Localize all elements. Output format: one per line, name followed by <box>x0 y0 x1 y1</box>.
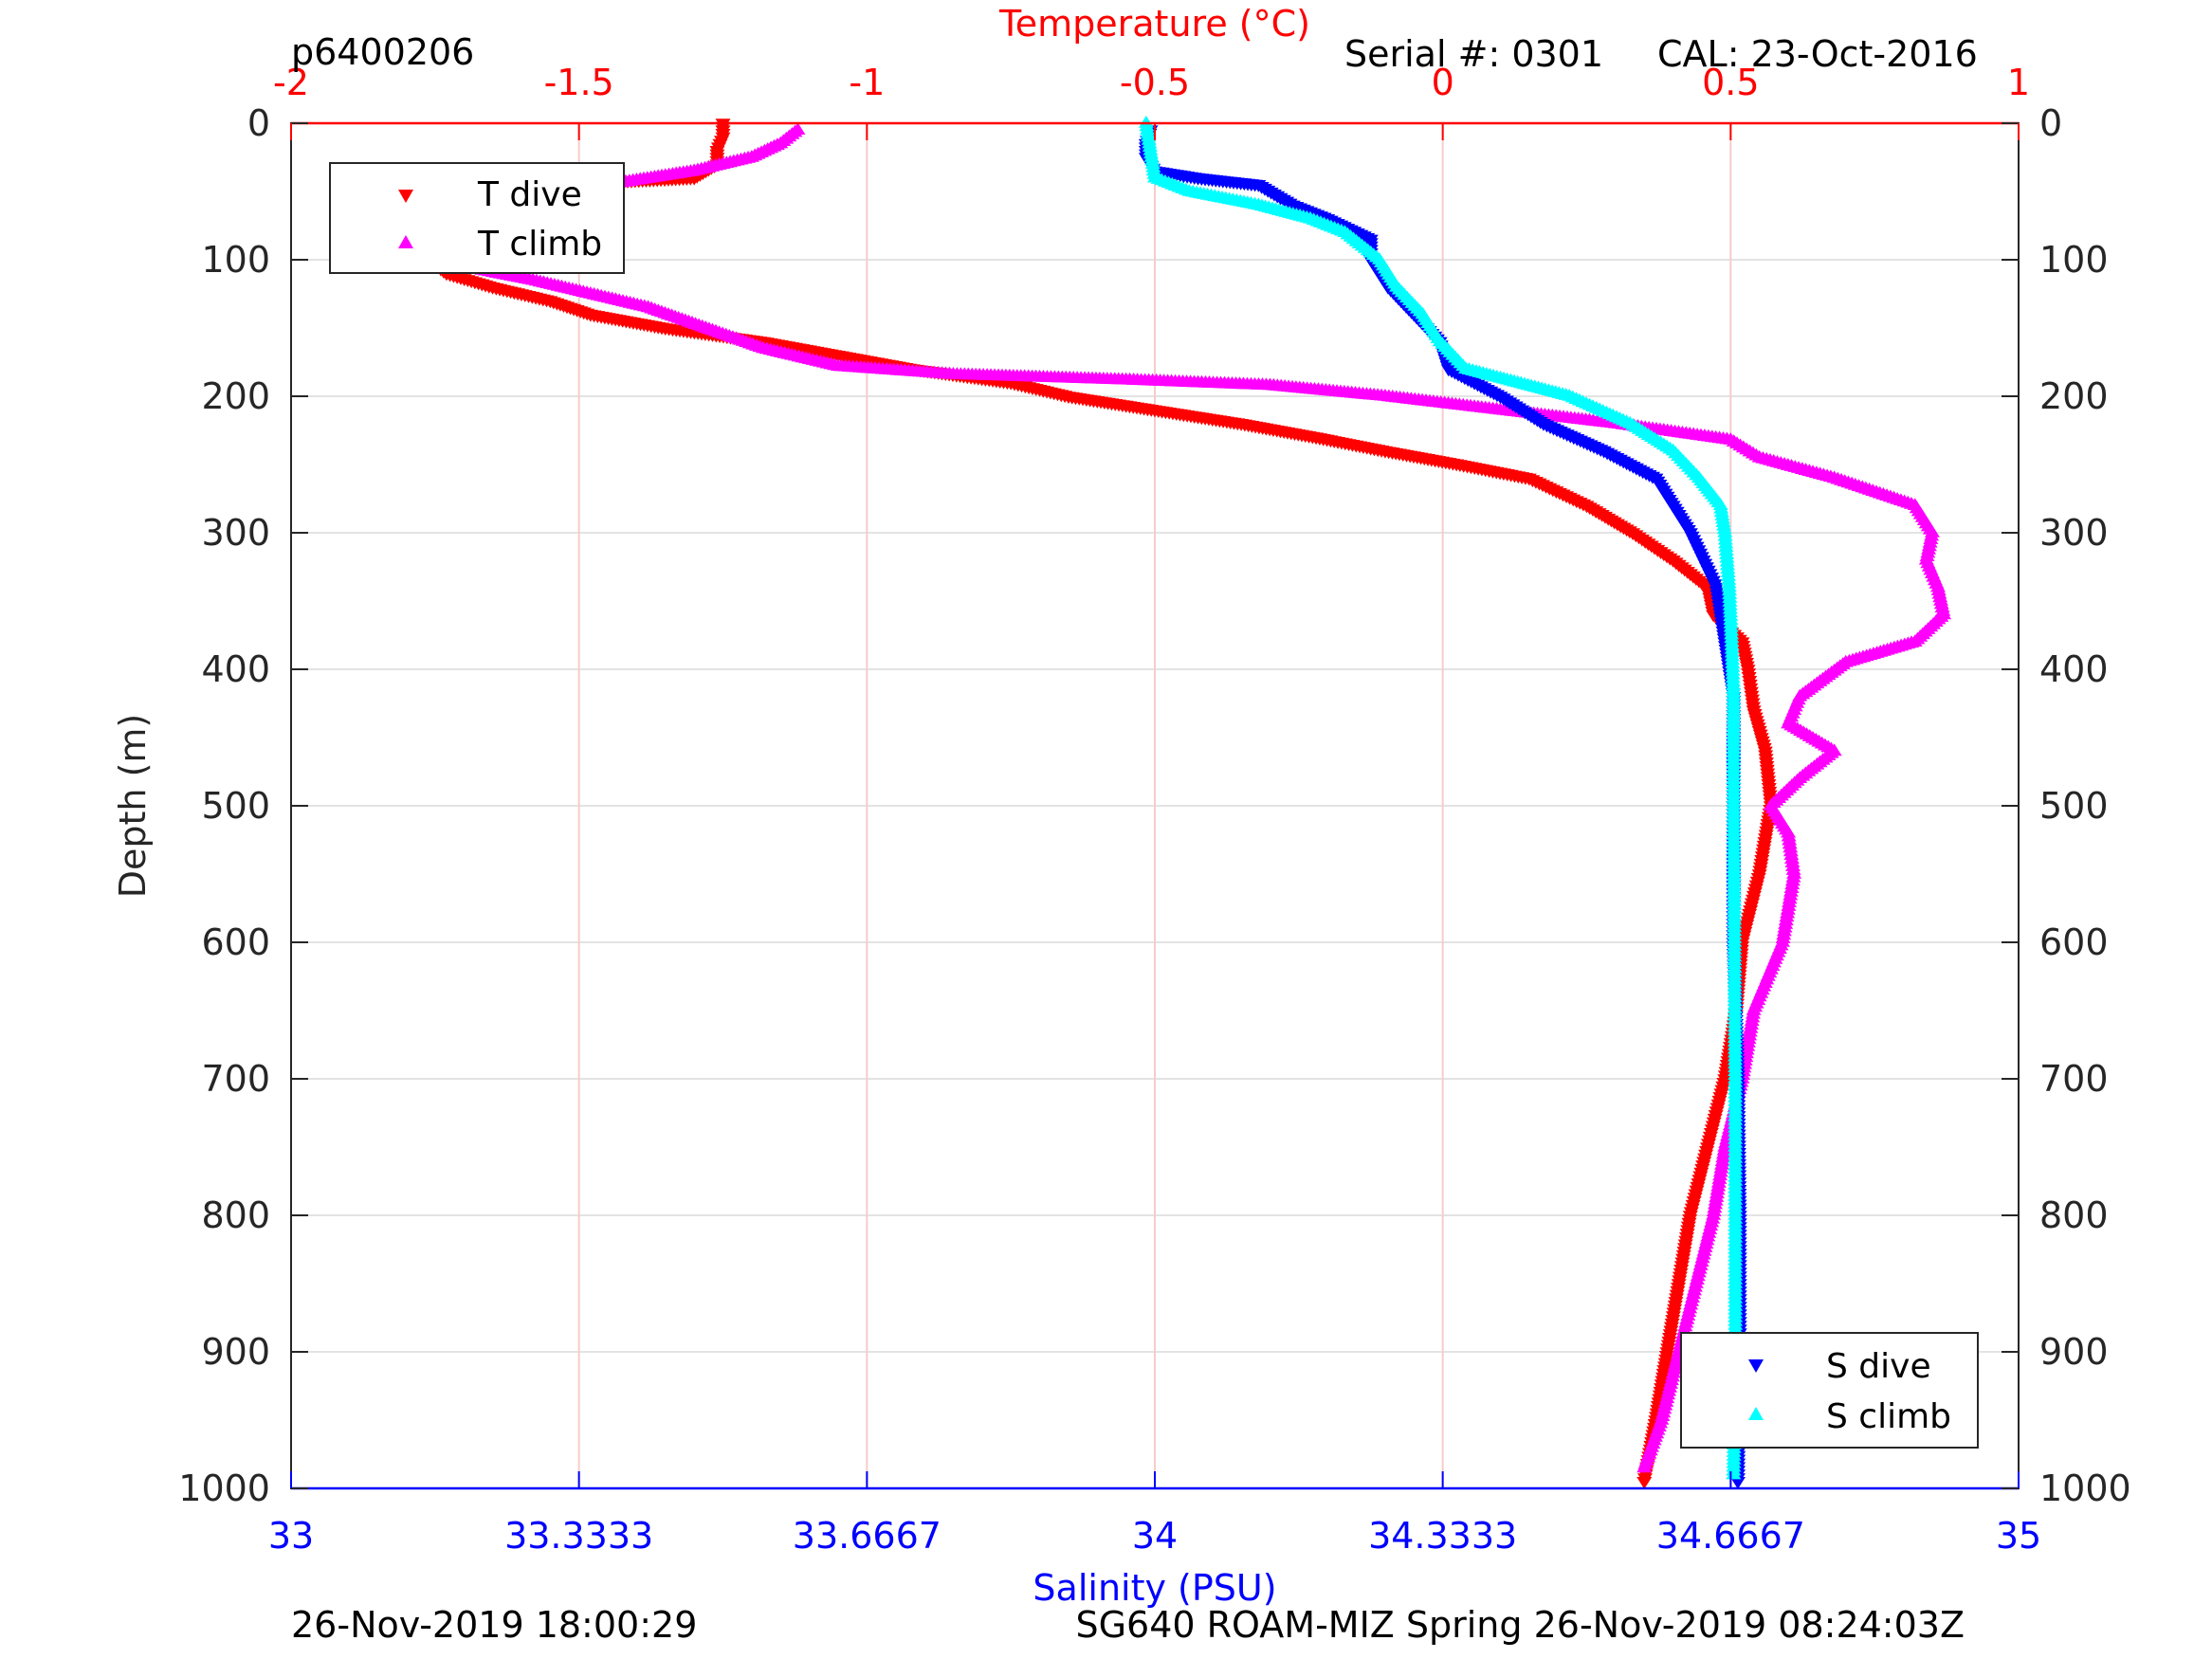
temperature-tick-label: 1 <box>2007 62 2030 103</box>
depth-axis-label: Depth (m) <box>112 714 154 899</box>
salinity-tick-label: 34.6667 <box>1656 1515 1805 1557</box>
depth-tick-label-right: 0 <box>2039 102 2062 144</box>
temperature-tick-label: 0.5 <box>1702 62 1759 103</box>
t-dive-legend-marker <box>398 190 413 203</box>
footer-timestamp: 26-Nov-2019 18:00:29 <box>291 1604 697 1646</box>
s-climb-legend-marker <box>1748 1407 1764 1420</box>
salinity-axis-label: Salinity (PSU) <box>1033 1567 1276 1609</box>
salinity-tick-label: 34.3333 <box>1368 1515 1517 1557</box>
t-dive-marker <box>1636 1477 1653 1489</box>
temperature-tick-label: -1.5 <box>544 62 614 103</box>
data-series <box>398 116 1952 1489</box>
temperature-tick-label: -0.5 <box>1120 62 1190 103</box>
depth-tick-label-right: 300 <box>2039 512 2109 554</box>
depth-tick-label-right: 500 <box>2039 785 2109 827</box>
salinity-tick-label: 33 <box>268 1515 314 1557</box>
s-dive-legend-marker <box>1748 1359 1764 1373</box>
axis-ticks: 0 0 100 100 200 200 300 300 400 400 500 500 600 600 70… <box>178 62 2130 1557</box>
s-climb-legend-label: S climb <box>1826 1397 1951 1436</box>
t-climb-marker <box>1636 1460 1653 1473</box>
t-climb-legend-marker <box>398 235 413 248</box>
depth-tick-label-right: 900 <box>2039 1331 2109 1373</box>
depth-tick-label-left: 600 <box>201 921 270 963</box>
temperature-tick-label: -1 <box>849 62 885 103</box>
salinity-legend-box <box>1680 1332 1979 1449</box>
depth-tick-label-left: 800 <box>201 1194 270 1236</box>
depth-tick-label-left: 0 <box>247 102 270 144</box>
depth-tick-label-left: 400 <box>201 648 270 690</box>
depth-tick-label-right: 1000 <box>2039 1468 2131 1509</box>
s-dive-legend-label: S dive <box>1826 1347 1931 1386</box>
series-s-climb <box>1138 116 1744 1480</box>
salinity-tick-label: 34 <box>1132 1515 1178 1557</box>
depth-tick-label-right: 800 <box>2039 1194 2109 1236</box>
temperature-legend-box <box>329 162 625 274</box>
depth-tick-label-left: 700 <box>201 1058 270 1100</box>
salinity-tick-label: 33.6667 <box>793 1515 941 1557</box>
salinity-tick-label: 33.3333 <box>504 1515 653 1557</box>
depth-tick-label-right: 700 <box>2039 1058 2109 1100</box>
depth-tick-label-left: 300 <box>201 512 270 554</box>
t-dive-legend-label: T dive <box>477 175 582 214</box>
serial-number: Serial #: 0301 <box>1344 33 1603 75</box>
calibration-date: CAL: 23-Oct-2016 <box>1657 33 1978 75</box>
temperature-axis-label: Temperature (°C) <box>998 3 1310 45</box>
t-climb-legend-label: T climb <box>477 225 602 264</box>
depth-tick-label-right: 100 <box>2039 239 2109 281</box>
temperature-tick-label: 0 <box>1432 62 1454 103</box>
depth-tick-label-right: 400 <box>2039 648 2109 690</box>
temperature-legend: T dive T climb <box>329 162 625 274</box>
salinity-tick-label: 35 <box>1996 1515 2041 1557</box>
depth-tick-label-left: 1000 <box>178 1468 270 1509</box>
depth-tick-label-left: 500 <box>201 785 270 827</box>
temperature-tick-label: -2 <box>273 62 309 103</box>
salinity-legend: S dive S climb <box>1680 1332 1979 1449</box>
depth-tick-label-left: 200 <box>201 375 270 417</box>
depth-tick-label-left: 100 <box>201 239 270 281</box>
depth-tick-label-left: 900 <box>201 1331 270 1373</box>
profile-id: p6400206 <box>291 31 474 73</box>
footer-mission: SG640 ROAM-MIZ Spring 26-Nov-2019 08:24:… <box>1075 1604 1965 1646</box>
s-dive-marker <box>1729 1477 1746 1489</box>
depth-tick-label-right: 600 <box>2039 921 2109 963</box>
depth-tick-label-right: 200 <box>2039 375 2109 417</box>
